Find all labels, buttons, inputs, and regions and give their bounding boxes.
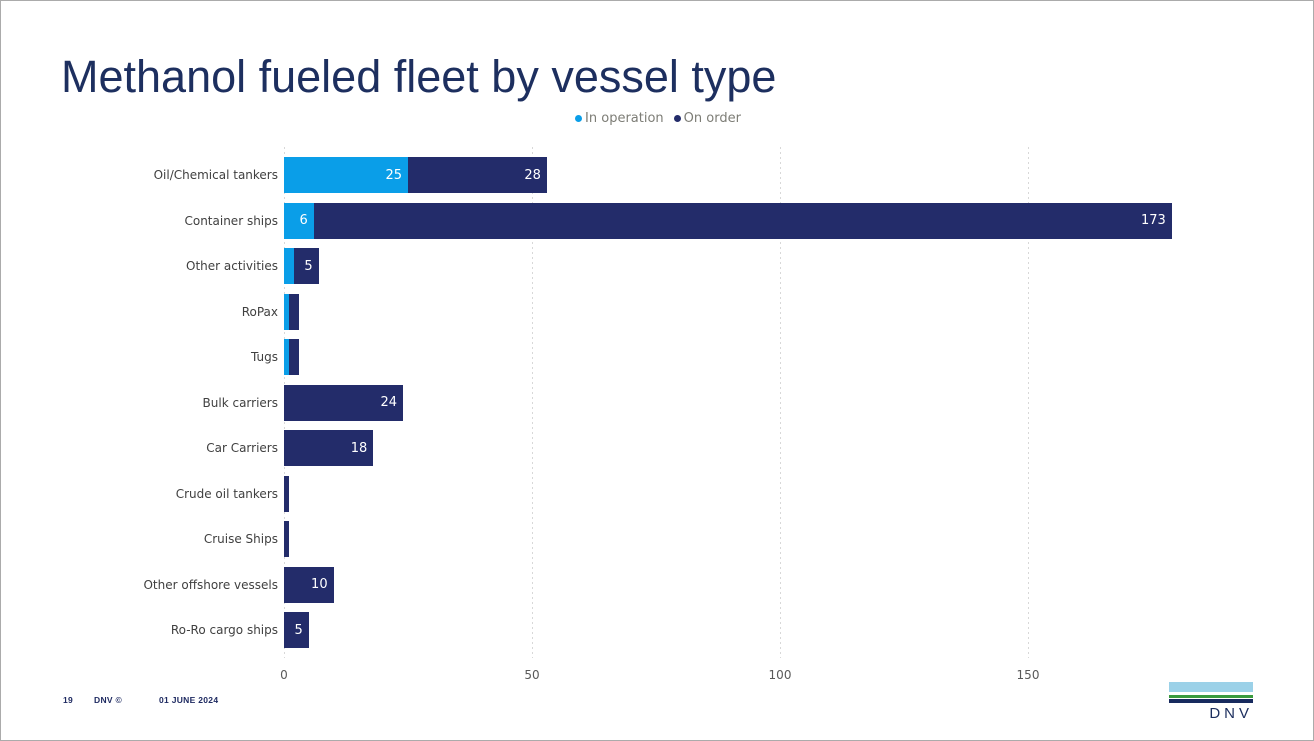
category-label-ropax: RoPax <box>241 304 278 319</box>
category-label-container-ships: Container ships <box>184 213 278 228</box>
legend-dot-icon <box>673 115 681 122</box>
category-label-cruise-ships: Cruise Ships <box>203 532 278 546</box>
chart-legend: In operation On order <box>1 111 1313 126</box>
bar-value-label: 173 <box>1141 213 1166 228</box>
x-axis-tick-label: 50 <box>524 668 540 682</box>
logo-navy-bar-icon <box>1169 699 1253 703</box>
bar-row: 5 <box>284 612 309 648</box>
bar-row <box>284 475 289 512</box>
gridline-x-50 <box>532 147 533 658</box>
x-axis-tick-label: 100 <box>768 668 792 682</box>
bar-value-label: 18 <box>350 440 368 456</box>
category-label-other-activities: Other activities <box>186 259 278 273</box>
bar-row: 10 <box>284 566 334 603</box>
bar-value-label: 25 <box>385 167 402 183</box>
bar-segment-in-operation: 6 <box>284 202 314 239</box>
bar-row <box>284 293 299 330</box>
logo-wordmark: DNV <box>1209 705 1253 722</box>
x-axis-tick-label: 0 <box>280 668 288 682</box>
legend-item-on-order: On order <box>673 111 741 126</box>
bar-segment-on-order <box>288 293 299 330</box>
bar-value-label: 10 <box>311 577 328 592</box>
bar-value-label: 5 <box>294 622 303 638</box>
category-label-ro-ro-cargo-ships: Ro-Ro cargo ships <box>170 623 278 637</box>
x-axis-tick-label: 150 <box>1016 668 1040 682</box>
footer-brand: DNV © <box>94 695 123 705</box>
bar-value-label: 6 <box>299 213 308 228</box>
bar-row: 5 <box>284 248 319 284</box>
category-label-bulk-carriers: Bulk carriers <box>202 395 278 410</box>
category-label-crude-oil-tankers: Crude oil tankers <box>175 486 278 501</box>
bar-segment-in-operation <box>284 339 289 375</box>
bar-segment-on-order: 24 <box>284 384 404 421</box>
bar-segment-on-order <box>288 339 299 375</box>
logo-green-bar-icon <box>1169 695 1253 698</box>
bar-segment-on-order <box>284 475 289 512</box>
slide-title: Methanol fueled fleet by vessel type <box>61 51 777 102</box>
dnv-logo: DNV <box>1169 682 1253 722</box>
bar-segment-in-operation <box>284 293 289 330</box>
legend-item-in-operation: In operation <box>575 111 664 126</box>
footer-date: 01 JUNE 2024 <box>159 695 219 705</box>
slide-footer: 19 DNV © 01 JUNE 2024 <box>1 694 1313 708</box>
page-number: 19 <box>63 695 74 705</box>
legend-dot-icon <box>575 115 583 122</box>
category-label-oil-chemical-tankers: Oil/Chemical tankers <box>153 168 278 182</box>
bar-segment-in-operation <box>284 248 294 284</box>
bar-segment-on-order: 5 <box>293 248 319 284</box>
logo-lightblue-bar-icon <box>1169 682 1253 692</box>
category-label-tugs: Tugs <box>251 350 278 364</box>
bar-segment-on-order: 10 <box>284 566 334 603</box>
bar-segment-on-order <box>284 521 289 557</box>
bar-row: 18 <box>284 430 374 466</box>
bar-segment-on-order: 173 <box>313 202 1172 239</box>
category-label-car-carriers: Car Carriers <box>206 441 278 455</box>
legend-label: On order <box>683 111 741 126</box>
bar-row <box>284 339 299 375</box>
gridline-x-100 <box>780 147 781 658</box>
bar-value-label: 28 <box>524 167 541 183</box>
category-label-other-offshore-vessels: Other offshore vessels <box>143 577 278 592</box>
bar-value-label: 5 <box>304 258 313 274</box>
bar-row: 6 173 <box>284 202 1172 239</box>
gridline-x-150 <box>1028 147 1029 658</box>
bar-row <box>284 521 289 557</box>
bar-row: 24 <box>284 384 404 421</box>
bar-segment-on-order: 5 <box>284 612 309 648</box>
bar-value-label: 24 <box>380 395 398 410</box>
legend-label: In operation <box>585 111 664 126</box>
bar-segment-on-order: 28 <box>408 157 547 193</box>
bar-row: 25 28 <box>284 157 547 193</box>
bar-segment-in-operation: 25 <box>284 157 408 193</box>
bar-segment-on-order: 18 <box>284 430 374 466</box>
